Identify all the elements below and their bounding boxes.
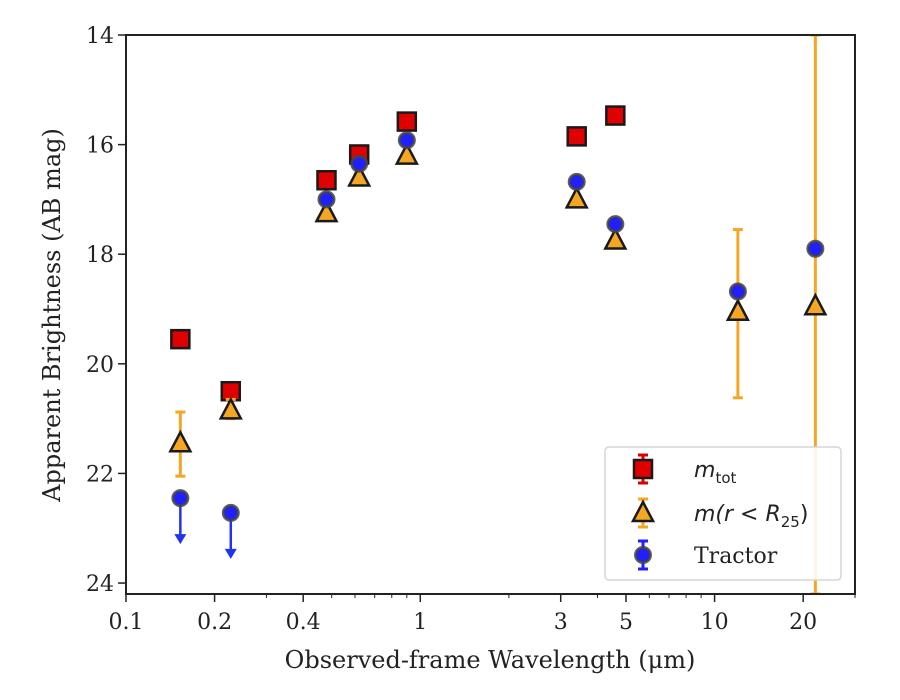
point-0-2 [316, 169, 337, 191]
point-2-7 [728, 282, 747, 301]
point-1-7 [725, 298, 750, 322]
legend-entry-0: mtot [632, 453, 736, 487]
point-2-4 [397, 131, 416, 150]
legend-marker-0 [632, 458, 654, 480]
x-tick-label-1: 0.2 [197, 610, 232, 635]
upper-limit-arrow-2-1 [224, 548, 237, 559]
point-1-0 [168, 429, 193, 453]
y-axis: 14 16 18 20 22 24 [86, 24, 126, 597]
y-tick-label-3: 20 [86, 353, 114, 378]
point-2-2 [317, 190, 336, 209]
point-1-2 [314, 199, 339, 223]
point-1-5 [564, 185, 589, 209]
legend-label-2: Tractor [694, 544, 778, 569]
x-tick-label-4: 3 [554, 610, 568, 635]
point-0-0 [170, 328, 191, 350]
point-1-6 [603, 226, 628, 250]
legend-entry-2: Tractor [634, 539, 778, 571]
y-tick-label-1: 16 [86, 134, 114, 159]
point-0-4 [396, 111, 418, 132]
legend-entry-1: m(r < R25) [630, 497, 808, 531]
legend-label-1: m(r < R25) [694, 502, 808, 531]
x-tick-label-3: 1 [413, 610, 427, 635]
x-tick-label-5: 5 [619, 610, 633, 635]
y-tick-label-2: 18 [86, 243, 114, 268]
y-tick-label-0: 14 [86, 24, 114, 49]
series-0 [170, 105, 626, 402]
legend-marker-2 [634, 546, 652, 564]
point-2-1 [221, 503, 240, 522]
x-axis-label: Observed-frame Wavelength (μm) [285, 646, 696, 674]
point-0-5 [566, 126, 587, 147]
point-1-1 [218, 396, 243, 420]
y-tick-label-4: 22 [86, 462, 114, 487]
point-2-6 [606, 215, 625, 234]
y-tick-label-5: 24 [86, 572, 114, 597]
plot-frame [125, 34, 856, 595]
x-tick-label-2: 0.4 [286, 610, 321, 635]
point-2-0 [171, 489, 190, 508]
upper-limit-arrow-2-0 [174, 534, 187, 545]
legend-box [604, 446, 842, 581]
point-1-4 [394, 141, 419, 165]
y-axis-label: Apparent Brightness (AB mag) [38, 128, 66, 503]
point-2-5 [567, 172, 586, 191]
legend: mtot m(r < R25) Tractor [604, 446, 842, 581]
point-1-8 [803, 292, 828, 316]
point-2-8 [806, 239, 825, 258]
x-tick-label-6: 10 [701, 610, 729, 635]
series-2 [171, 131, 825, 559]
point-1-3 [347, 163, 372, 187]
point-0-6 [605, 105, 626, 126]
x-tick-label-0: 0.1 [109, 610, 144, 635]
legend-marker-1 [630, 499, 656, 523]
x-tick-label-7: 20 [789, 610, 817, 635]
point-2-3 [350, 154, 369, 173]
legend-label-0: mtot [694, 458, 736, 487]
x-axis: 0.1 0.2 0.4 1 3 5 10 20 [109, 594, 856, 635]
